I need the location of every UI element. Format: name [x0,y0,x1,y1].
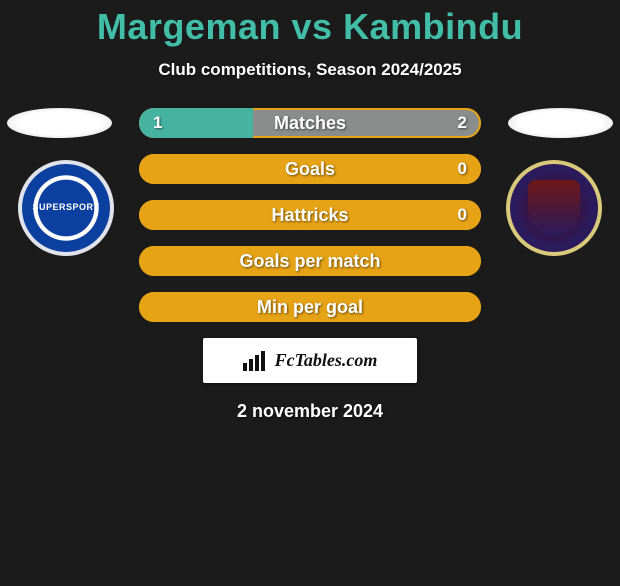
stat-value-right: 0 [458,200,467,230]
title-player-left: Margeman [97,6,281,47]
stat-label: Goals [139,154,481,184]
stat-row-mpg: Min per goal [139,292,481,322]
stat-row-goals: Goals0 [139,154,481,184]
title-player-right: Kambindu [343,6,523,47]
page-title: Margeman vs Kambindu [0,6,620,48]
stat-row-gpm: Goals per match [139,246,481,276]
player-left-silhouette [7,108,112,138]
stat-label: Goals per match [139,246,481,276]
brand-badge: FcTables.com [203,338,417,383]
stat-label: Hattricks [139,200,481,230]
club-logo-right [506,160,602,256]
brand-text: FcTables.com [275,350,378,371]
stat-row-matches: Matches1 2 [139,108,481,138]
stat-label: Min per goal [139,292,481,322]
stat-row-hattricks: Hattricks0 [139,200,481,230]
stat-bars: Matches12Goals0Hattricks0Goals per match… [139,108,481,322]
title-vs: vs [292,6,333,47]
stat-label: Matches [139,108,481,138]
club-logo-left [18,160,114,256]
subtitle: Club competitions, Season 2024/2025 [0,60,620,80]
brand-bars-icon [243,351,269,371]
comparison-panel: Matches12Goals0Hattricks0Goals per match… [0,108,620,422]
stat-value-left: 1 [153,108,162,138]
stat-value-right: 0 [458,154,467,184]
stat-value-right: 2 [458,108,467,138]
player-right-silhouette [508,108,613,138]
date-text: 2 november 2024 [0,401,620,422]
